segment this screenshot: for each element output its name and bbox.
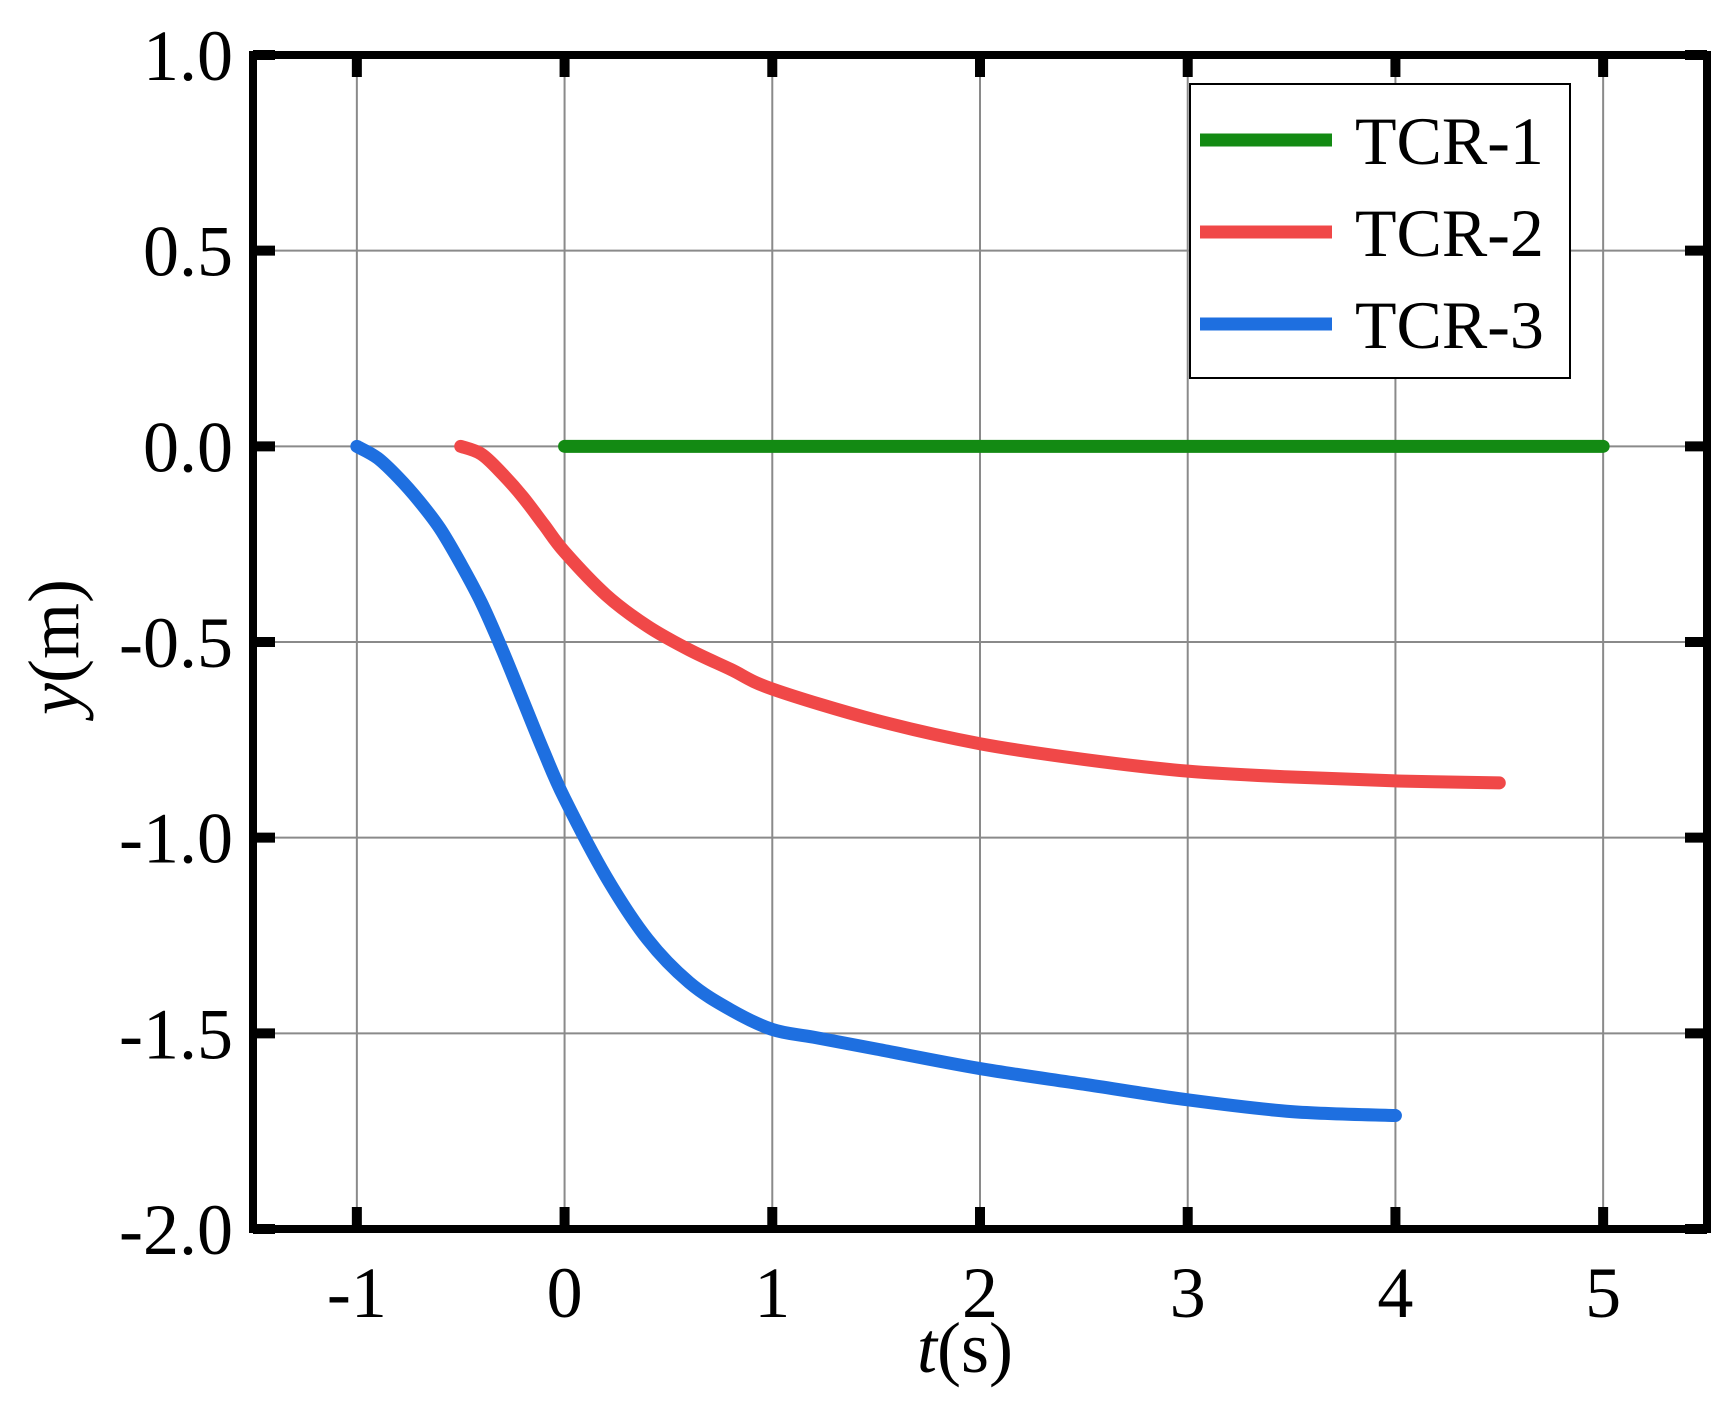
y-tick-label: -2.0: [119, 1190, 233, 1270]
data-series: [350, 439, 1610, 1123]
y-axis-title-unit: (m): [14, 579, 94, 683]
x-tick-label: 3: [1170, 1253, 1206, 1333]
y-tick-label: 0.0: [143, 407, 233, 487]
legend-label-tcr-2: TCR-2: [1355, 195, 1544, 271]
y-axis-title: y(m): [14, 579, 94, 722]
x-tick-label: 5: [1585, 1253, 1621, 1333]
legend: TCR-1 TCR-2 TCR-3: [1189, 83, 1571, 379]
x-tick-label: 4: [1377, 1253, 1413, 1333]
tick-labels: -1 0 1 2 3 4 5 1.0 0.5 0.0 -0.5 -1.0 -1.5 -2.0: [119, 16, 1621, 1333]
series-line-tcr-3: [350, 439, 1402, 1123]
x-tick-label: -1: [327, 1253, 387, 1333]
series-line-tcr-2: [454, 439, 1506, 790]
tick-marks: [253, 50, 1707, 1234]
y-tick-label: 0.5: [143, 212, 233, 292]
y-tick-label: -0.5: [119, 603, 233, 683]
x-tick-label: 1: [754, 1253, 790, 1333]
y-axis-title-symbol: y: [14, 683, 94, 722]
x-axis-title-unit: (s): [937, 1308, 1013, 1388]
legend-label-tcr-1: TCR-1: [1355, 103, 1544, 179]
y-tick-label: 1.0: [143, 16, 233, 96]
x-axis-title-symbol: t: [917, 1308, 939, 1388]
legend-items: TCR-1 TCR-2 TCR-3: [1200, 103, 1544, 363]
x-tick-label: 0: [547, 1253, 583, 1333]
legend-label-tcr-3: TCR-3: [1355, 287, 1544, 363]
y-tick-label: -1.5: [119, 994, 233, 1074]
x-axis-title: t(s): [917, 1308, 1013, 1388]
y-tick-label: -1.0: [119, 799, 233, 879]
x-tick-label: 2: [962, 1253, 998, 1333]
